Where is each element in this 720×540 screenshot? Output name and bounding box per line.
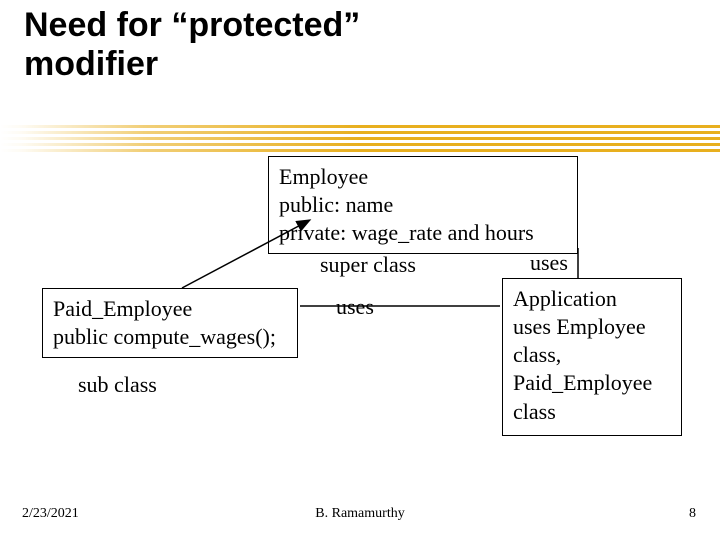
employee-line2: public: name	[279, 191, 567, 219]
footer-page-number: 8	[689, 506, 696, 522]
app-line4: Paid_Employee	[513, 369, 671, 397]
app-line5: class	[513, 398, 671, 426]
footer-author: B. Ramamurthy	[315, 506, 404, 522]
title-line2: modifier	[24, 45, 360, 84]
label-sub-class: sub class	[78, 372, 157, 398]
employee-line3: private: wage_rate and hours	[279, 219, 567, 247]
app-line2: uses Employee	[513, 313, 671, 341]
paid-employee-box: Paid_Employee public compute_wages();	[42, 288, 298, 358]
label-uses-mid: uses	[336, 294, 374, 320]
employee-box: Employee public: name private: wage_rate…	[268, 156, 578, 254]
employee-line1: Employee	[279, 163, 567, 191]
label-uses-top: uses	[530, 250, 568, 276]
footer-date: 2/23/2021	[22, 506, 79, 522]
paid-line1: Paid_Employee	[53, 295, 287, 323]
slide-title: Need for “protected” modifier	[24, 6, 360, 84]
app-line1: Application	[513, 285, 671, 313]
paid-line2: public compute_wages();	[53, 323, 287, 351]
decor-stripes	[0, 125, 720, 155]
label-super-class: super class	[320, 252, 416, 278]
title-line1: Need for “protected”	[24, 6, 360, 45]
application-box: Application uses Employee class, Paid_Em…	[502, 278, 682, 436]
app-line3: class,	[513, 341, 671, 369]
